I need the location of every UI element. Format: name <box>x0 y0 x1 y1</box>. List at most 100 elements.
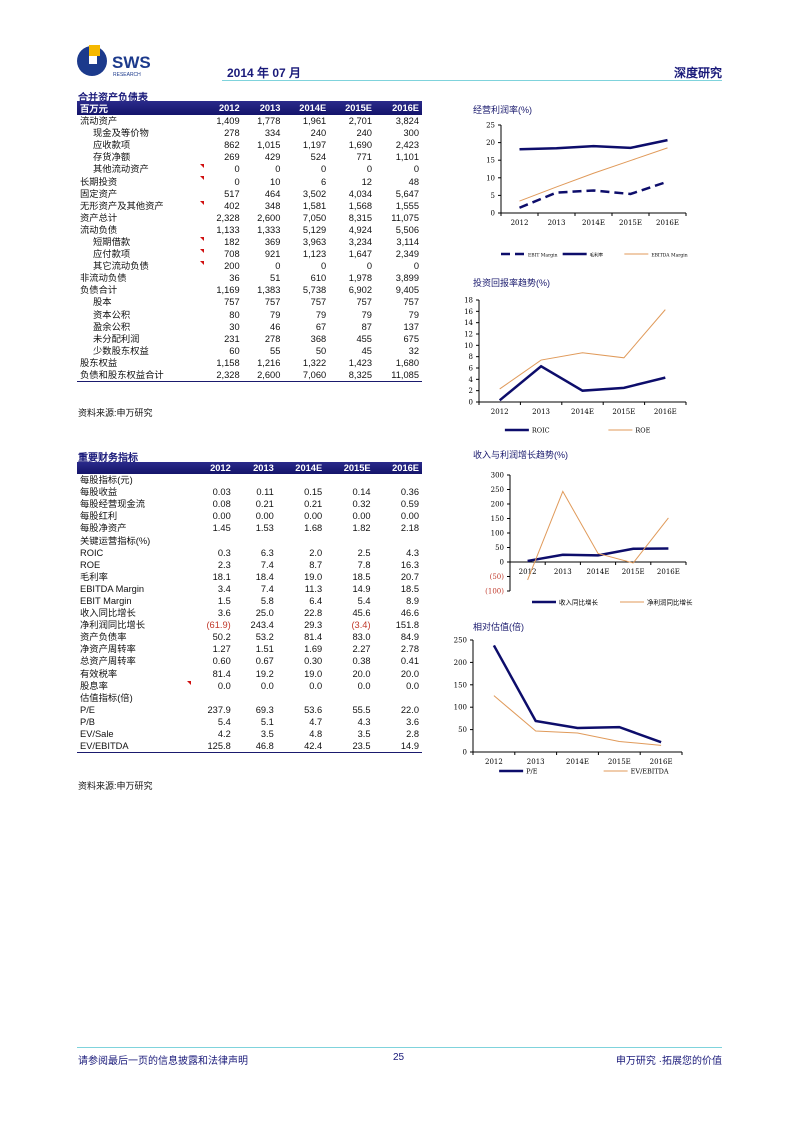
footer-disclaimer: 请参阅最后一页的信息披露和法律声明 <box>78 1056 248 1067</box>
cell-value: 8,325 <box>329 368 375 383</box>
cell-value: 5.8 <box>260 595 274 606</box>
cell-value: 2.78 <box>400 644 419 655</box>
comment-marker-icon <box>187 680 192 685</box>
cell-value: 0.14 <box>352 487 371 498</box>
row-label: 无形资产及其他资产 <box>77 200 204 212</box>
cell-value: 55.5 <box>352 704 371 715</box>
table-row: 非流动负债 36 51 610 1,978 3,899 <box>77 272 422 284</box>
cell-value: 2.0 <box>309 547 323 558</box>
cell-value: 1.5 <box>217 595 231 606</box>
column-header: 2014E <box>276 462 326 474</box>
cell-value: 0.21 <box>304 499 323 510</box>
cell-value: 0 <box>366 261 372 272</box>
x-tick-label: 2016E <box>657 568 680 576</box>
table-row: 每股经营现金流 0.08 0.21 0.21 0.32 0.59 <box>77 498 422 510</box>
legend-label: 毛利率 <box>590 252 604 259</box>
cell-value: 237.9 <box>207 704 231 715</box>
cell-value <box>374 534 422 546</box>
row-label-text: 有效税率 <box>80 668 118 679</box>
table-row: 每股净资产 1.45 1.53 1.68 1.82 2.18 <box>77 522 422 534</box>
y-tick-label: 150 <box>491 515 504 523</box>
row-label: 应付款项 <box>77 248 204 260</box>
cell-value: 1.68 <box>304 523 323 534</box>
row-label-text: 股本 <box>93 297 112 308</box>
table-row: 有效税率 81.4 19.2 19.0 20.0 20.0 <box>77 668 422 680</box>
row-label-text: EBITDA Margin <box>80 583 145 594</box>
table-row: 其他流动资产 0 0 0 0 0 <box>77 163 422 175</box>
comment-marker-icon <box>199 164 204 169</box>
cell-value: 3.5 <box>357 729 371 740</box>
cell-value: 0 <box>275 164 281 175</box>
cell-value: (61.9) <box>206 620 231 631</box>
cell-value: 8.7 <box>309 559 323 570</box>
y-tick-label: 300 <box>491 472 504 480</box>
cell-value: 7.8 <box>357 559 371 570</box>
row-label-text: 存货净额 <box>93 152 131 163</box>
cell-value: 3.4 <box>217 583 231 594</box>
legend-label: EBITDA Margin <box>651 253 687 259</box>
cell-value: 0.32 <box>352 499 371 510</box>
table-row: 负债和股东权益合计 2,328 2,600 7,060 8,325 11,085 <box>77 368 422 383</box>
cell-value: 79 <box>361 309 372 320</box>
table-row: 每股收益 0.03 0.11 0.15 0.14 0.36 <box>77 486 422 498</box>
cell-value: 0 <box>413 261 419 272</box>
y-tick-label: 4 <box>469 376 474 384</box>
table-row: EBIT Margin 1.5 5.8 6.4 5.4 8.9 <box>77 595 422 607</box>
cell-value: 6.4 <box>309 595 323 606</box>
x-tick-label: 2015E <box>622 568 645 576</box>
cell-value: 25.0 <box>255 608 274 619</box>
row-label-text: ROE <box>80 559 101 570</box>
cell-value: 0 <box>234 176 240 187</box>
cell-value: 84.9 <box>400 632 419 643</box>
cell-value: 7,050 <box>302 212 327 223</box>
cell-value: 429 <box>264 152 281 163</box>
sws-logo: SWS RESEARCH <box>77 45 151 78</box>
cell-value: 83.0 <box>352 632 371 643</box>
row-label-text: 负债和股东权益合计 <box>80 370 164 381</box>
cell-value: 5.4 <box>357 595 371 606</box>
table-row: P/B 5.4 5.1 4.7 4.3 3.6 <box>77 716 422 728</box>
row-label-text: ROIC <box>80 547 104 558</box>
row-label: ROE <box>77 559 189 571</box>
y-tick-label: 10 <box>486 174 495 182</box>
cell-value: 19.0 <box>304 571 323 582</box>
cell-value: 0.15 <box>304 487 323 498</box>
row-label: 负债和股东权益合计 <box>77 368 202 383</box>
cell-value: 1,409 <box>216 116 240 127</box>
x-tick-label: 2014E <box>582 219 605 227</box>
row-label: 资产总计 <box>77 212 202 224</box>
row-label-text: 少数股东权益 <box>93 345 149 356</box>
cell-value: 240 <box>356 128 372 139</box>
cell-value: 0.36 <box>400 487 419 498</box>
report-type: 深度研究 <box>673 66 722 80</box>
cell-value: 4.2 <box>217 729 231 740</box>
row-label: 固定资产 <box>77 188 202 200</box>
row-label: 股本 <box>77 296 202 308</box>
row-label-text: 每股净资产 <box>80 523 127 534</box>
row-label-text: 每股收益 <box>80 487 118 498</box>
y-tick-label: 5 <box>491 192 495 200</box>
cell-value: 0.03 <box>212 487 231 498</box>
cell-value: 5,738 <box>302 285 327 296</box>
row-label: 净资产周转率 <box>77 643 189 655</box>
row-label-text: 股东权益 <box>80 357 118 368</box>
y-tick-label: 12 <box>464 331 473 339</box>
cell-value: 757 <box>356 297 372 308</box>
cell-value <box>189 534 234 546</box>
cell-value: 80 <box>229 309 240 320</box>
row-label: 每股红利 <box>77 510 189 522</box>
table-row: ROIC 0.3 6.3 2.0 2.5 4.3 <box>77 547 422 559</box>
cell-value: 1,197 <box>302 140 327 151</box>
operating-margin-chart: 0 5 10 15 20 25 2012 2013 2014E 2015E 2016E EBIT Ma… <box>486 122 688 259</box>
cell-value: 2,701 <box>348 116 372 127</box>
table-row: 净利润同比增长 (61.9) 243.4 29.3 (3.4) 151.8 <box>77 619 422 631</box>
cell-value: (3.4) <box>351 620 371 631</box>
row-label-text: 资产负债率 <box>80 632 127 643</box>
cell-value <box>325 474 373 486</box>
cell-value: 10 <box>270 176 281 187</box>
cell-value: 0 <box>234 164 240 175</box>
cell-value: 771 <box>356 152 372 163</box>
table-row: 资产总计 2,328 2,600 7,050 8,315 11,075 <box>77 212 422 224</box>
cell-value: 53.2 <box>255 632 274 643</box>
table-row: P/E 237.9 69.3 53.6 55.5 22.0 <box>77 704 422 716</box>
